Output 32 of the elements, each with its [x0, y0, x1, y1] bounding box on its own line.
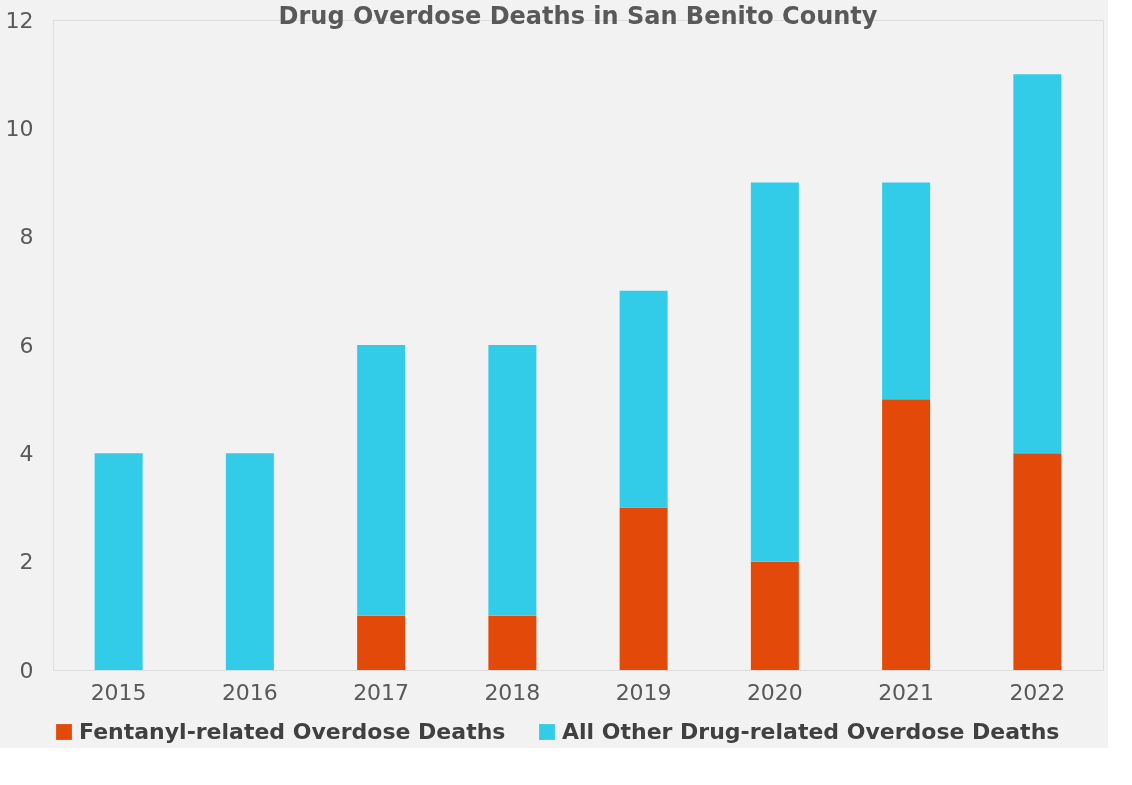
- y-tick-label: 12: [5, 7, 34, 33]
- y-tick-label: 6: [19, 332, 34, 358]
- bar: [882, 399, 931, 670]
- y-tick-label: 2: [19, 549, 34, 575]
- bar: [1013, 453, 1062, 670]
- x-tick-label: 2020: [746, 679, 803, 705]
- bar: [94, 453, 143, 670]
- legend-label: All Other Drug-related Overdose Deaths: [562, 719, 1060, 744]
- x-tick-label: 2018: [484, 679, 541, 705]
- y-tick-label: 8: [19, 224, 34, 250]
- x-tick-label: 2021: [878, 679, 935, 705]
- bar: [488, 615, 537, 670]
- y-tick-label: 4: [19, 440, 34, 466]
- x-tick-label: 2015: [90, 679, 147, 705]
- x-tick-label: 2017: [353, 679, 410, 705]
- legend-label: Fentanyl-related Overdose Deaths: [79, 719, 506, 744]
- bar: [882, 182, 931, 400]
- x-tick-label: 2019: [615, 679, 672, 705]
- bar: [619, 290, 668, 508]
- bar: [357, 345, 406, 616]
- bar: [619, 507, 668, 670]
- chart-title: Drug Overdose Deaths in San Benito County: [278, 2, 878, 30]
- y-tick-label: 10: [5, 115, 34, 141]
- x-tick-label: 2016: [221, 679, 278, 705]
- bar: [750, 182, 799, 562]
- bar: [225, 453, 274, 670]
- bar: [488, 345, 537, 616]
- bar: [357, 615, 406, 670]
- x-tick-label: 2022: [1009, 679, 1066, 705]
- y-tick-label: 0: [19, 657, 34, 683]
- bar: [1013, 74, 1062, 454]
- bar: [750, 561, 799, 670]
